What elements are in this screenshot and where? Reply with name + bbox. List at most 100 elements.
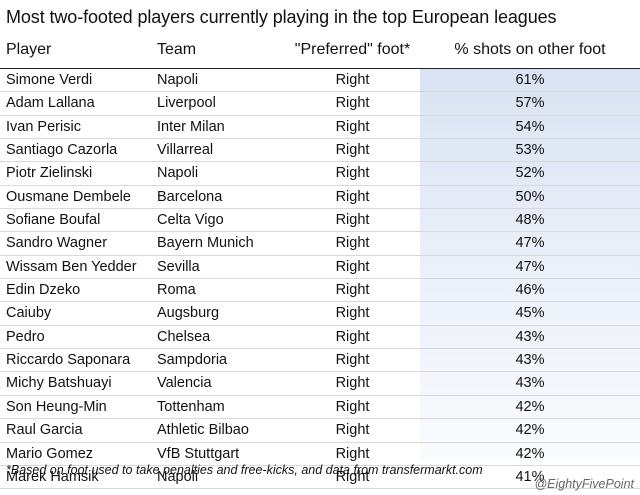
cell-player: Piotr Zielinski: [6, 165, 93, 182]
cell-player: Ivan Perisic: [6, 118, 81, 135]
cell-team: Napoli: [157, 165, 199, 182]
table-row: Sandro Wagner Bayern Munich Right 47%: [0, 232, 640, 256]
cell-pct-other-foot: 57%: [515, 95, 545, 112]
cell-player: Sandro Wagner: [6, 235, 108, 252]
cell-player: Simone Verdi: [6, 72, 93, 88]
cell-pct-other-foot: 53%: [515, 142, 545, 159]
table-row: Son Heung-Min Tottenham Right 42%: [0, 396, 640, 420]
cell-team: Chelsea: [157, 328, 211, 345]
cell-preferred-foot: Right: [335, 118, 370, 135]
cell-pct-other-foot: 50%: [515, 188, 545, 205]
table-row: Edin Dzeko Roma Right 46%: [0, 279, 640, 303]
cell-team: Napoli: [157, 468, 199, 485]
cell-player: Caiuby: [6, 305, 52, 322]
header-team: Team: [157, 41, 197, 58]
table-body: Simone Verdi Napoli Right 61% Adam Lallana Li…: [0, 69, 640, 490]
cell-player: Santiago Cazorla: [6, 142, 118, 159]
cell-preferred-foot: Right: [335, 235, 370, 252]
cell-pct-other-foot: 43%: [515, 375, 545, 392]
cell-team: Sampdoria: [157, 352, 228, 369]
table-row: Riccardo Saponara Sampdoria Right 43%: [0, 349, 640, 373]
cell-pct-other-foot: 46%: [515, 282, 545, 299]
cell-team: Villarreal: [157, 142, 214, 159]
cell-team: Inter Milan: [157, 118, 225, 135]
cell-preferred-foot: Right: [335, 445, 370, 462]
table-row: Ousmane Dembele Barcelona Right 50%: [0, 186, 640, 210]
cell-preferred-foot: Right: [335, 72, 370, 88]
cell-team: Augsburg: [157, 305, 220, 322]
cell-player: Ousmane Dembele: [6, 188, 131, 205]
cell-pct-other-foot: 45%: [515, 305, 545, 322]
table-row: Mario Gomez VfB Stuttgart Right 42%: [0, 443, 640, 466]
header-pct-other-foot: % shots on other foot: [454, 41, 606, 58]
cell-pct-other-foot: 42%: [515, 398, 545, 415]
table-row: Piotr Zielinski Napoli Right 52%: [0, 162, 640, 186]
players-table: Player Team "Preferred" foot* % shots on…: [0, 36, 640, 490]
table-header: Player Team "Preferred" foot* % shots on…: [0, 36, 640, 69]
cell-preferred-foot: Right: [335, 188, 370, 205]
cell-preferred-foot: Right: [335, 142, 370, 159]
cell-team: Celta Vigo: [157, 212, 224, 229]
cell-pct-other-foot: 42%: [515, 422, 545, 439]
table-row: Ivan Perisic Inter Milan Right 54%: [0, 116, 640, 140]
cell-preferred-foot: Right: [335, 258, 370, 275]
header-preferred-foot: "Preferred" foot*: [294, 41, 411, 58]
cell-player: Mario Gomez: [6, 445, 94, 462]
credit: @EightyFivePoint: [534, 477, 634, 491]
table-title: Most two-footed players currently playin…: [6, 7, 557, 27]
cell-team: Valencia: [157, 375, 212, 392]
cell-player: Sofiane Boufal: [6, 212, 101, 229]
cell-team: Bayern Munich: [157, 235, 254, 252]
table-row: Michy Batshuayi Valencia Right 43%: [0, 372, 640, 396]
cell-player: Wissam Ben Yedder: [6, 258, 137, 275]
cell-player: Adam Lallana: [6, 95, 95, 112]
cell-team: Napoli: [157, 72, 199, 88]
cell-player: Raul Garcia: [6, 422, 83, 439]
cell-player: Edin Dzeko: [6, 282, 81, 299]
cell-preferred-foot: Right: [335, 468, 370, 485]
cell-pct-other-foot: 47%: [515, 235, 545, 252]
cell-team: VfB Stuttgart: [157, 445, 240, 462]
table-row: Pedro Chelsea Right 43%: [0, 326, 640, 350]
cell-preferred-foot: Right: [335, 375, 370, 392]
table-row: Raul Garcia Athletic Bilbao Right 42%: [0, 419, 640, 443]
table-row: Sofiane Boufal Celta Vigo Right 48%: [0, 209, 640, 233]
table-row: Caiuby Augsburg Right 45%: [0, 302, 640, 326]
cell-team: Sevilla: [157, 258, 200, 275]
cell-pct-other-foot: 48%: [515, 212, 545, 229]
cell-player: Son Heung-Min: [6, 398, 107, 415]
table-row: Santiago Cazorla Villarreal Right 53%: [0, 139, 640, 163]
cell-pct-other-foot: 41%: [515, 468, 545, 485]
cell-player: Pedro: [6, 328, 45, 345]
cell-preferred-foot: Right: [335, 282, 370, 299]
cell-team: Tottenham: [157, 398, 225, 415]
cell-preferred-foot: Right: [335, 165, 370, 182]
cell-preferred-foot: Right: [335, 328, 370, 345]
cell-pct-other-foot: 47%: [515, 258, 545, 275]
cell-team: Roma: [157, 282, 196, 299]
cell-preferred-foot: Right: [335, 398, 370, 415]
cell-pct-other-foot: 43%: [515, 352, 545, 369]
cell-player: Marek Hamsik: [6, 468, 99, 485]
footnote: *Based on foot used to take penalties an…: [6, 463, 483, 477]
cell-player: Michy Batshuayi: [6, 375, 112, 392]
cell-preferred-foot: Right: [335, 422, 370, 439]
table-row: Simone Verdi Napoli Right 61%: [0, 69, 640, 93]
cell-pct-other-foot: 54%: [515, 118, 545, 135]
cell-player: Riccardo Saponara: [6, 352, 131, 369]
cell-team: Barcelona: [157, 188, 223, 205]
cell-preferred-foot: Right: [335, 352, 370, 369]
cell-preferred-foot: Right: [335, 95, 370, 112]
table-row: Wissam Ben Yedder Sevilla Right 47%: [0, 256, 640, 280]
table-row: Marek Hamsik Napoli Right 41%: [0, 466, 640, 490]
cell-preferred-foot: Right: [335, 305, 370, 322]
cell-preferred-foot: Right: [335, 212, 370, 229]
cell-pct-other-foot: 52%: [515, 165, 545, 182]
cell-pct-other-foot: 42%: [515, 445, 545, 462]
cell-pct-other-foot: 61%: [515, 72, 545, 88]
cell-pct-other-foot: 43%: [515, 328, 545, 345]
header-player: Player: [6, 41, 52, 58]
table-row: Adam Lallana Liverpool Right 57%: [0, 92, 640, 116]
cell-team: Liverpool: [157, 95, 216, 112]
cell-team: Athletic Bilbao: [157, 422, 249, 439]
